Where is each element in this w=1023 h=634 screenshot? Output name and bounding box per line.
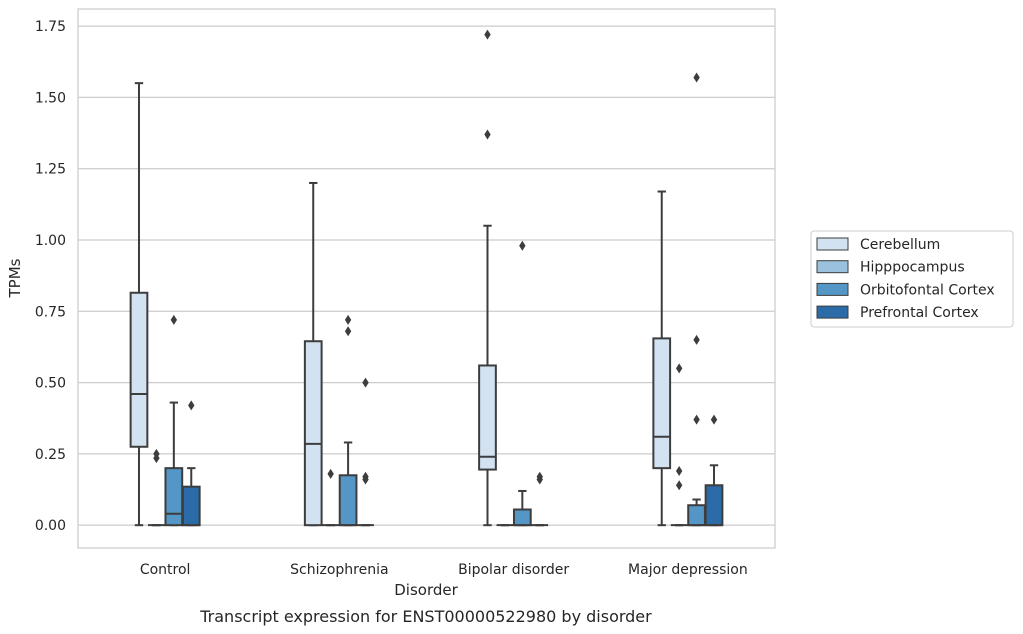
outlier-point [188, 400, 195, 411]
box-hipppocampus [670, 363, 688, 527]
outlier-point [327, 468, 334, 479]
x-tick-label: Bipolar disorder [458, 562, 569, 578]
legend-entry: Hipppocampus [860, 260, 965, 276]
legend-entry: Prefrontal Cortex [860, 305, 979, 321]
box-iqr [478, 364, 497, 471]
outlier-point [344, 314, 352, 325]
y-tick-label: 1.00 [35, 233, 66, 249]
y-axis-label: TPMs [6, 258, 24, 298]
legend-swatch [816, 282, 849, 296]
box-cerebellum [303, 181, 323, 527]
box-cerebellum [652, 190, 672, 527]
x-tick-label: Major depression [628, 562, 748, 578]
box-iqr [652, 337, 672, 470]
box-hipppocampus [322, 468, 340, 527]
x-axis-label: Disorder [394, 581, 458, 599]
box-iqr [338, 474, 358, 527]
outlier-point [484, 129, 491, 140]
plot-frame [77, 8, 776, 549]
y-tick-label: 0.50 [35, 376, 66, 392]
legend-frame [810, 230, 1014, 328]
box-iqr [687, 504, 706, 527]
box-prefrontal-cortex [181, 400, 201, 527]
outlier-point [344, 326, 352, 337]
box-iqr [164, 467, 184, 527]
y-tick-label: 1.25 [35, 162, 66, 178]
outlier-point [710, 414, 718, 425]
x-tick-label: Control [140, 562, 191, 578]
outlier-point [153, 448, 160, 459]
outlier-point [675, 363, 683, 374]
outlier-point [519, 240, 526, 251]
legend: Cerebellum Hipppocampus Orbitofontal Corte… [810, 230, 1014, 328]
legend-entry: Cerebellum [860, 237, 940, 253]
legend-entry: Orbitofontal Cortex [860, 282, 995, 298]
y-tick-label: 1.75 [35, 19, 66, 35]
chart-caption: Transcript expression for ENST0000052298… [199, 607, 652, 626]
box-prefrontal-cortex [704, 414, 724, 527]
box-cerebellum [478, 29, 497, 527]
outlier-point [362, 377, 369, 388]
outlier-point [484, 29, 491, 40]
outlier-point [693, 72, 700, 83]
box-iqr [303, 340, 323, 527]
y-tick-label: 0.75 [35, 304, 66, 320]
box-groups [129, 29, 724, 527]
box-orbitofontal-cortex [338, 314, 358, 527]
box-iqr [512, 508, 532, 527]
box-iqr [181, 485, 201, 527]
x-tick-label: Schizophrenia [290, 562, 388, 578]
legend-swatch [816, 237, 849, 251]
outlier-point [536, 471, 543, 482]
box-iqr [704, 484, 724, 527]
x-axis-ticks: Control Schizophrenia Bipolar disorder Majo… [140, 562, 748, 578]
y-tick-label: 0.25 [35, 447, 66, 463]
box-prefrontal-cortex [357, 377, 374, 527]
box-prefrontal-cortex [531, 471, 549, 527]
box-orbitofontal-cortex [687, 72, 706, 527]
outlier-point [362, 471, 369, 482]
outlier-point [693, 334, 700, 345]
outlier-point [675, 466, 683, 476]
outlier-point [693, 414, 700, 425]
legend-swatch [816, 260, 849, 274]
y-tick-label: 1.50 [35, 90, 66, 106]
y-tick-label: 0.00 [35, 518, 66, 534]
y-axis-ticks: 0.00 0.25 0.50 0.75 1.00 1.25 1.50 1.75 [35, 19, 66, 534]
box-iqr [129, 291, 149, 448]
box-hipppocampus [148, 448, 165, 527]
outlier-point [675, 480, 683, 491]
box-orbitofontal-cortex [512, 240, 532, 527]
outlier-point [170, 314, 178, 325]
box-cerebellum [129, 82, 149, 527]
legend-swatch [816, 305, 849, 319]
